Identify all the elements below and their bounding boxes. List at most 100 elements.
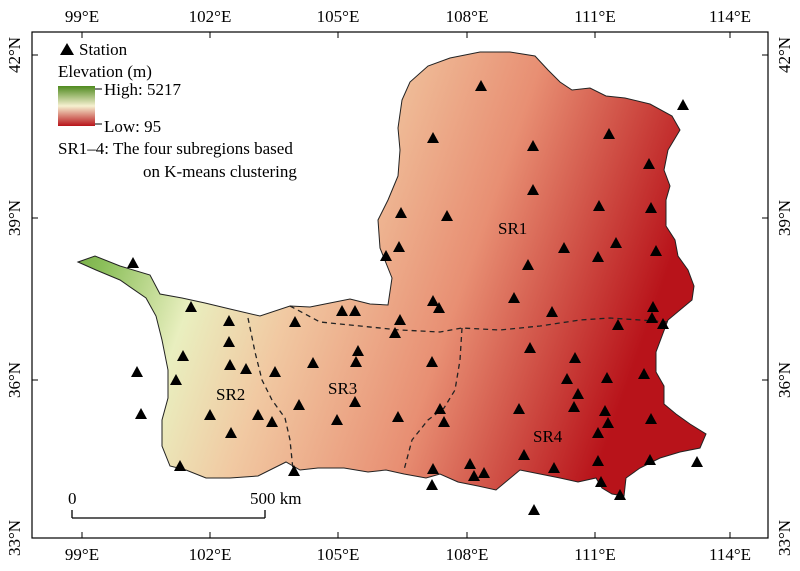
scale-bar: 0 500 km [68, 489, 301, 519]
station-marker [307, 357, 319, 368]
station-marker [592, 251, 604, 262]
frame-ticks [32, 32, 768, 539]
station-marker [434, 403, 446, 414]
station-marker [527, 184, 539, 195]
station-marker [650, 245, 662, 256]
top-lon-labels: 99°E 102°E 105°E 108°E 111°E 114°E [65, 7, 751, 26]
station-marker [610, 237, 622, 248]
station-marker [558, 242, 570, 253]
station-marker [603, 128, 615, 139]
station-marker [527, 140, 539, 151]
station-marker [657, 318, 669, 329]
station-marker [646, 312, 658, 323]
right-lat-labels: 42°N 39°N 36°N 33°N [775, 37, 794, 556]
station-marker [645, 413, 657, 424]
station-marker [389, 327, 401, 338]
lon-label-bottom-102: 102°E [189, 545, 232, 564]
station-marker [288, 465, 300, 476]
lon-label-bottom-111: 111°E [574, 545, 615, 564]
lat-label-right-42: 42°N [775, 37, 794, 73]
lon-label-bottom-114: 114°E [709, 545, 751, 564]
station-marker [508, 292, 520, 303]
legend-station-label: Station [79, 40, 128, 59]
station-marker [593, 200, 605, 211]
station-marker [475, 80, 487, 91]
lon-label-top-105: 105°E [317, 7, 360, 26]
lon-label-bottom-108: 108°E [446, 545, 489, 564]
station-marker [170, 374, 182, 385]
lat-label-left-36: 36°N [5, 362, 24, 398]
station-marker [174, 460, 186, 471]
legend-low-label: Low: 95 [104, 117, 161, 136]
station-marker [643, 158, 655, 169]
station-marker [568, 401, 580, 412]
station-marker [518, 449, 530, 460]
station-marker [433, 302, 445, 313]
station-marker [352, 345, 364, 356]
station-marker [601, 372, 613, 383]
lon-label-bottom-99: 99°E [65, 545, 99, 564]
sr2-label: SR2 [216, 385, 245, 404]
station-marker [441, 210, 453, 221]
station-marker [602, 417, 614, 428]
station-marker [569, 352, 581, 363]
legend-subregion-note-1: SR1–4: The four subregions based [58, 139, 293, 158]
station-marker [592, 455, 604, 466]
basin-elevation [77, 51, 707, 497]
lat-label-right-33: 33°N [775, 520, 794, 556]
station-marker [393, 241, 405, 252]
station-marker [185, 301, 197, 312]
station-marker [524, 342, 536, 353]
sr4-label: SR4 [533, 427, 563, 446]
legend-high-label: High: 5217 [104, 80, 181, 99]
station-marker [645, 202, 657, 213]
station-marker [289, 316, 301, 327]
station-marker [252, 409, 264, 420]
left-lat-labels: 42°N 39°N 36°N 33°N [5, 37, 24, 556]
station-marker [336, 305, 348, 316]
station-marker [612, 319, 624, 330]
station-marker [225, 427, 237, 438]
station-marker [548, 462, 560, 473]
lon-label-top-114: 114°E [709, 7, 751, 26]
station-marker [224, 359, 236, 370]
station-marker [223, 315, 235, 326]
legend-elevation-ramp [58, 86, 95, 126]
lat-label-left-33: 33°N [5, 520, 24, 556]
lat-label-right-36: 36°N [775, 362, 794, 398]
station-marker [266, 416, 278, 427]
station-marker [691, 456, 703, 467]
station-marker [599, 405, 611, 416]
station-marker [394, 314, 406, 325]
station-marker [427, 132, 439, 143]
lon-label-bottom-105: 105°E [317, 545, 360, 564]
legend-subregion-note-2: on K-means clustering [143, 162, 297, 181]
station-marker [223, 336, 235, 347]
sr3-label: SR3 [328, 379, 357, 398]
station-marker [546, 306, 558, 317]
station-marker [464, 458, 476, 469]
station-marker [426, 356, 438, 367]
station-marker [331, 414, 343, 425]
station-marker [438, 416, 450, 427]
station-marker [647, 301, 659, 312]
station-marker [426, 479, 438, 490]
station-marker [572, 388, 584, 399]
station-marker [638, 368, 650, 379]
station-marker [592, 427, 604, 438]
station-marker [350, 356, 362, 367]
station-marker [395, 207, 407, 218]
subregion-boundaries [247, 305, 669, 471]
station-marker [135, 408, 147, 419]
station-marker [177, 350, 189, 361]
bottom-lon-labels: 99°E 102°E 105°E 108°E 111°E 114°E [65, 545, 751, 564]
station-marker [614, 489, 626, 500]
station-marker [644, 454, 656, 465]
station-marker [240, 363, 252, 374]
station-marker [528, 504, 540, 515]
station-marker [392, 411, 404, 422]
lat-label-left-39: 39°N [5, 200, 24, 236]
station-marker [595, 476, 607, 487]
station-marker [131, 366, 143, 377]
station-marker [427, 295, 439, 306]
